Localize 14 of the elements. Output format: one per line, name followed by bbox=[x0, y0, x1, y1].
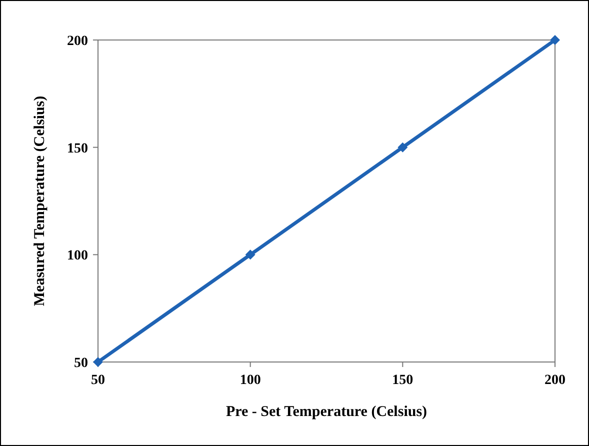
point bbox=[398, 142, 408, 152]
y-tick-label: 200 bbox=[67, 34, 88, 49]
y-tick-label: 150 bbox=[67, 141, 88, 156]
x-tick-label: 200 bbox=[544, 373, 566, 388]
y-axis-title: Measured Temperature (Celsius) bbox=[32, 96, 48, 306]
y-tick-label: 100 bbox=[67, 248, 88, 264]
point bbox=[93, 357, 103, 367]
point bbox=[550, 35, 560, 45]
y-tick-label: 50 bbox=[74, 356, 88, 371]
x-axis-title: Pre - Set Temperature (Celsius) bbox=[226, 404, 428, 420]
x-tick-label: 150 bbox=[392, 373, 414, 388]
x-tick-label: 100 bbox=[240, 373, 261, 388]
x-tick-label: 50 bbox=[91, 373, 105, 388]
point bbox=[245, 250, 256, 260]
